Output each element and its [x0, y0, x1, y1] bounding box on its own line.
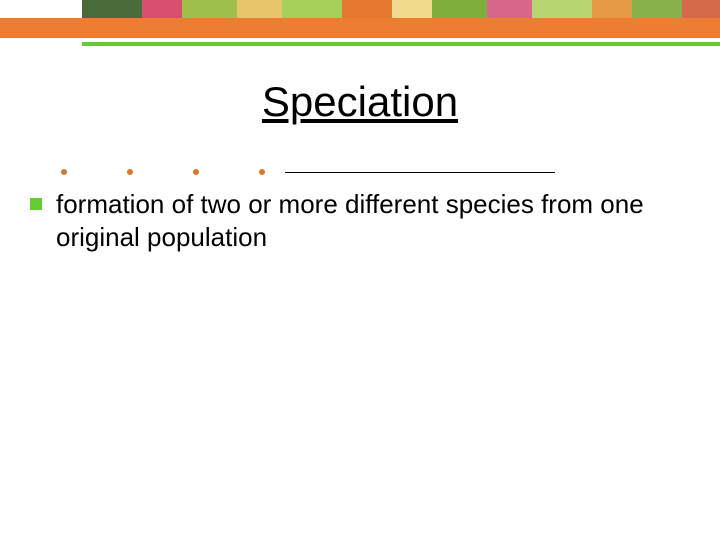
- separator-dot: [193, 169, 199, 175]
- banner-stripe: [182, 0, 237, 18]
- slide: Speciation formation of two or more diff…: [0, 0, 720, 540]
- banner-orange-bar: [0, 18, 720, 38]
- banner-stripe: [282, 0, 342, 18]
- separator-dot: [61, 169, 67, 175]
- bullet-text: formation of two or more different speci…: [56, 188, 670, 253]
- banner-stripe: [432, 0, 487, 18]
- separator-line: [285, 172, 555, 173]
- banner-stripe: [592, 0, 632, 18]
- separator-dot: [127, 169, 133, 175]
- slide-body: formation of two or more different speci…: [30, 188, 670, 253]
- banner-stripe: [82, 0, 142, 18]
- separator-dot: [259, 169, 265, 175]
- banner-stripe: [632, 0, 682, 18]
- banner-stripe: [392, 0, 432, 18]
- banner-stripe: [682, 0, 720, 18]
- banner-stripe: [532, 0, 592, 18]
- banner-stripe: [342, 0, 392, 18]
- banner-stripe: [237, 0, 282, 18]
- bullet-square-icon: [30, 198, 42, 210]
- banner-green-underline: [82, 42, 720, 46]
- banner-stripe: [142, 0, 182, 18]
- bullet-item: formation of two or more different speci…: [30, 188, 670, 253]
- slide-title: Speciation: [0, 78, 720, 126]
- banner-left-gap: [0, 0, 82, 18]
- banner-stripe: [487, 0, 532, 18]
- banner-photo-strip: [82, 0, 720, 18]
